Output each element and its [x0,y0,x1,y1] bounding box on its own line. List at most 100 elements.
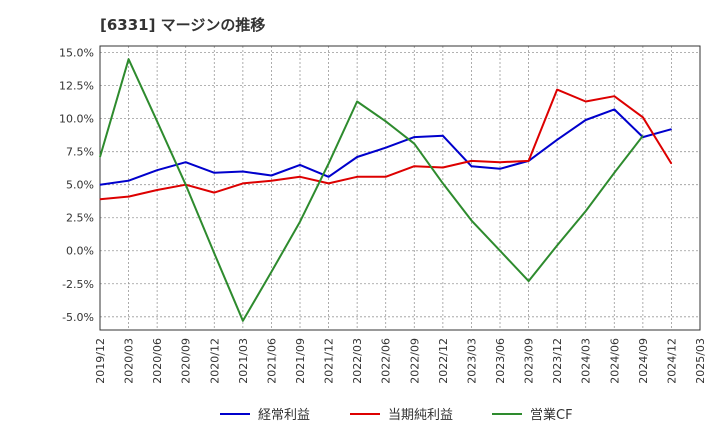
data-point [185,184,187,186]
data-point [413,165,415,167]
y-tick-label: 5.0% [66,179,94,192]
data-point [156,189,158,191]
data-point [213,172,215,174]
x-tick-label: 2020/12 [208,338,221,384]
data-point [270,271,272,273]
chart-title: [6331] マージンの推移 [100,16,266,34]
x-tick-label: 2024/06 [608,338,621,384]
y-tick-label: -2.5% [62,278,94,291]
data-point [385,120,387,122]
data-point [156,120,158,122]
x-tick-label: 2025/03 [694,338,707,384]
data-point [613,95,615,97]
data-point [499,250,501,252]
x-tick-label: 2020/09 [180,338,193,384]
x-tick-label: 2022/03 [351,338,364,384]
x-tick-label: 2021/09 [294,338,307,384]
axes-layer: -5.0% -2.5% 0.0% 2.5% 5.0% 7.5% 10.0% 12.5% 15.0… [59,45,707,384]
x-tick-label: 2022/09 [408,338,421,384]
x-tick-label: 2021/06 [265,338,278,384]
x-tick-label: 2022/12 [437,338,450,384]
data-point [585,100,587,102]
x-tick-label: 2023/06 [494,338,507,384]
data-point [556,244,558,246]
data-point [499,161,501,163]
data-point [242,182,244,184]
data-point [442,182,444,184]
data-point [556,139,558,141]
data-point [242,320,244,322]
data-point [585,119,587,121]
x-tick-label: 2021/12 [323,338,336,384]
data-point [413,136,415,138]
data-point [528,280,530,282]
y-tick-label: 15.0% [59,47,94,60]
x-tick-label: 2023/12 [551,338,564,384]
data-point [185,161,187,163]
data-point [128,196,130,198]
x-tick-label: 2020/03 [123,338,136,384]
data-point [356,176,358,178]
data-point [128,58,130,60]
legend-label: 当期純利益 [388,408,453,423]
data-point [213,192,215,194]
y-tick-label: 12.5% [59,80,94,93]
data-point [670,163,672,165]
data-point [499,168,501,170]
data-point [99,156,101,158]
data-point [613,108,615,110]
data-point [299,176,301,178]
data-point [270,180,272,182]
data-point [385,147,387,149]
x-tick-label: 2020/06 [151,338,164,384]
data-point [470,160,472,162]
series-layer [99,58,673,322]
data-point [613,172,615,174]
data-point [242,170,244,172]
y-tick-label: 2.5% [66,212,94,225]
data-point [470,219,472,221]
data-point [99,184,101,186]
x-tick-label: 2023/09 [523,338,536,384]
data-point [356,100,358,102]
data-point [442,167,444,169]
x-tick-label: 2021/03 [237,338,250,384]
y-tick-label: 7.5% [66,146,94,159]
data-point [328,182,330,184]
data-point [528,160,530,162]
data-point [270,174,272,176]
data-point [556,89,558,91]
data-point [128,180,130,182]
data-point [213,252,215,254]
legend-label: 経常利益 [258,408,310,423]
data-point [328,163,330,165]
data-point [385,176,387,178]
series-line-3 [99,58,644,322]
x-tick-label: 2022/06 [380,338,393,384]
data-point [670,128,672,130]
data-point [585,210,587,212]
data-point [356,156,358,158]
data-point [442,135,444,137]
x-tick-label: 2019/12 [94,338,107,384]
grid-layer [99,46,701,330]
data-point [328,176,330,178]
y-tick-label: -5.0% [62,311,94,324]
data-point [99,198,101,200]
data-point [413,143,415,145]
x-tick-label: 2024/09 [637,338,650,384]
x-tick-label: 2024/12 [665,338,678,384]
data-point [470,165,472,167]
legend: 経常利益 当期純利益 営業CF [220,407,573,423]
legend-label: 営業CF [530,407,573,423]
x-tick-label: 2023/03 [465,338,478,384]
plot-frame [99,45,701,331]
y-tick-label: 0.0% [66,245,94,258]
x-tick-label: 2024/03 [580,338,593,384]
y-tick-label: 10.0% [59,113,94,126]
data-point [642,135,644,137]
data-point [642,116,644,118]
data-point [156,169,158,171]
data-point [299,221,301,223]
